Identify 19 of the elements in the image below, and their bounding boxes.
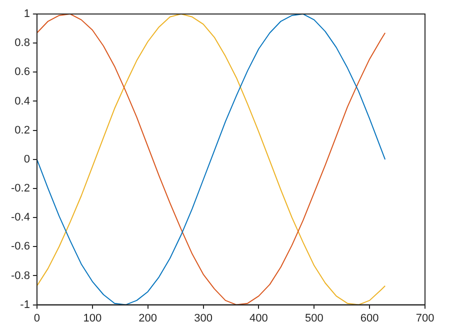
y-tick-label: -0.4: [10, 212, 30, 224]
y-tick-label: 0.4: [14, 95, 30, 108]
y-tick-label: 1: [24, 8, 30, 20]
y-tick-label: -0.2: [10, 182, 30, 195]
x-tick-label: 400: [250, 312, 268, 324]
x-tick-label: 0: [34, 312, 40, 324]
y-tick-label: 0.2: [14, 124, 30, 136]
y-tick-label: -0.8: [10, 270, 30, 282]
x-tick-label: 300: [194, 312, 212, 324]
x-tick-label: 100: [83, 312, 102, 324]
y-tick-label: 0.8: [14, 37, 30, 50]
y-tick-label: -1: [20, 298, 30, 311]
y-tick-label: 0: [24, 153, 30, 166]
x-tick-label: 500: [304, 312, 324, 324]
x-tick-label: 700: [416, 312, 434, 324]
y-tick-label: -0.6: [10, 240, 30, 253]
y-tick-label: 0.6: [14, 66, 30, 78]
x-tick-label: 200: [138, 312, 158, 324]
x-tick-label: 600: [360, 312, 379, 324]
